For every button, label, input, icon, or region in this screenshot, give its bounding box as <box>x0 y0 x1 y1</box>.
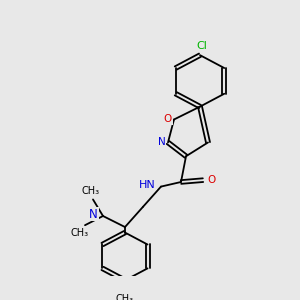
Text: CH₃: CH₃ <box>116 294 134 300</box>
Text: O: O <box>207 175 215 185</box>
Text: HN: HN <box>139 180 156 190</box>
Text: Cl: Cl <box>196 41 207 51</box>
Text: N: N <box>158 137 166 148</box>
Text: N: N <box>89 208 98 221</box>
Text: CH₃: CH₃ <box>82 186 100 196</box>
Text: O: O <box>164 115 172 124</box>
Text: CH₃: CH₃ <box>71 227 89 238</box>
